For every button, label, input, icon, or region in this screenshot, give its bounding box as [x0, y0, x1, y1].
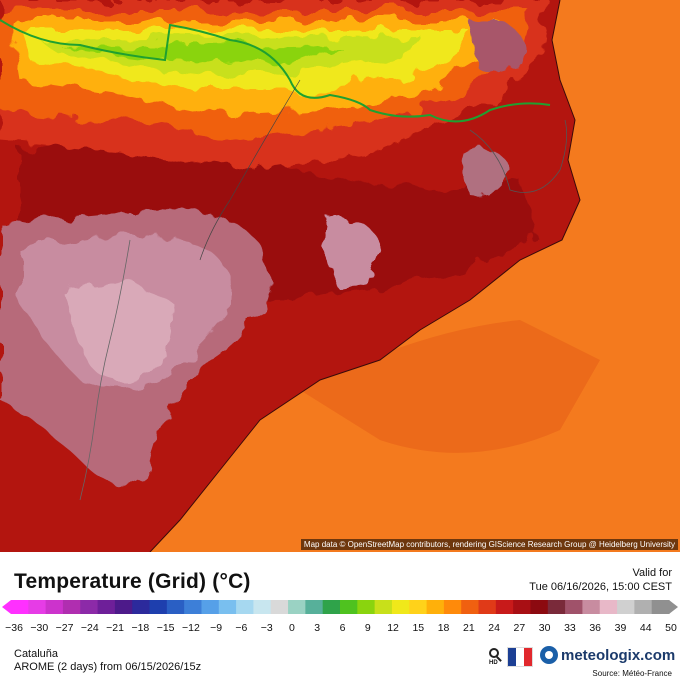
scale-swatch	[80, 600, 99, 614]
scale-swatch	[443, 600, 462, 614]
color-scale-ticks: −36 −30 −27 −24 −21 −18 −15 −12 −9 −6 −3 0 3 6 9 12 15 18…	[5, 622, 677, 636]
scale-swatch	[582, 600, 601, 614]
legend-panel: Temperature (Grid) (°C) Valid for Tue 06…	[0, 552, 680, 680]
scale-tick-label: 3	[314, 622, 321, 634]
scale-tick-label: −18	[131, 622, 150, 634]
scale-swatch	[409, 600, 428, 614]
scale-swatch	[651, 600, 670, 614]
sea-warm-patch	[300, 320, 600, 453]
country-border	[0, 19, 551, 123]
meteologix-logo-icon	[540, 646, 558, 664]
region-border	[79, 239, 131, 501]
scale-tick-label: 12	[387, 622, 399, 634]
scale-tick-label: 18	[437, 622, 450, 634]
scale-tick-label: 15	[412, 622, 425, 634]
legend-title: Temperature (Grid) (°C)	[14, 570, 251, 593]
scale-tick-label: −12	[181, 622, 200, 634]
scale-swatch	[530, 600, 549, 614]
scale-tick-label: 36	[589, 622, 602, 634]
scale-swatch	[340, 600, 358, 614]
scale-tick-label: −36	[5, 622, 23, 634]
scale-swatch	[357, 600, 376, 614]
scale-swatch	[28, 600, 47, 614]
province-border	[469, 119, 568, 193]
scale-tick-label: 9	[364, 622, 371, 634]
scale-swatch	[184, 600, 202, 614]
scale-swatch	[11, 600, 29, 614]
scale-swatch	[305, 600, 324, 614]
scale-swatch	[617, 600, 635, 614]
region-name: Cataluña	[14, 648, 59, 660]
brand-name: meteologix.com	[561, 646, 676, 664]
scale-swatch	[322, 600, 341, 614]
scale-arrow-right	[669, 600, 678, 614]
scale-swatch	[634, 600, 653, 614]
scale-tick-label: −3	[260, 622, 273, 634]
scale-swatch	[426, 600, 445, 614]
scale-tick-label: −9	[210, 622, 223, 634]
temperature-map[interactable]: Map data © OpenStreetMap contributors, r…	[0, 0, 680, 552]
scale-swatch	[374, 600, 393, 614]
meteologix-logo[interactable]: meteologix.com	[540, 646, 675, 664]
scale-tick-label: −6	[235, 622, 248, 634]
scale-tick-label: 24	[488, 622, 500, 634]
coastline	[149, 0, 581, 552]
temperature-map-canvas	[0, 0, 600, 552]
scale-swatch	[599, 600, 618, 614]
scale-swatch	[461, 600, 480, 614]
scale-tick-label: 30	[538, 622, 551, 634]
terrain-texture	[0, 0, 550, 485]
scale-swatch	[288, 600, 306, 614]
scale-swatch	[565, 600, 583, 614]
hd-zoom-icon[interactable]: HD	[488, 648, 502, 668]
scale-swatch	[166, 600, 185, 614]
scale-tick-label: 33	[564, 622, 576, 634]
scale-tick-label: −21	[106, 622, 124, 634]
scale-tick-label: 0	[289, 622, 295, 634]
scale-tick-label: 44	[639, 622, 652, 634]
scale-swatch	[45, 600, 64, 614]
scale-swatch	[391, 600, 410, 614]
scale-tick-label: −30	[30, 622, 49, 634]
color-scale-bar	[2, 600, 678, 614]
scale-swatch	[114, 600, 133, 614]
scale-swatch	[495, 600, 514, 614]
scale-swatch	[270, 600, 289, 614]
scale-swatch	[132, 600, 151, 614]
scale-tick-label: 27	[513, 622, 526, 634]
scale-arrow-left	[2, 600, 11, 614]
scale-tick-label: 6	[339, 622, 346, 634]
france-flag-icon	[507, 647, 533, 667]
scale-tick-label: 50	[665, 622, 677, 634]
scale-tick-label: 39	[614, 622, 627, 634]
scale-swatch	[236, 600, 254, 614]
scale-swatch	[149, 600, 168, 614]
scale-swatch	[218, 600, 237, 614]
scale-swatch	[253, 600, 272, 614]
model-run: AROME (2 days) from 06/15/2026/15z	[14, 661, 202, 673]
valid-for-label: Valid for	[632, 567, 672, 579]
scale-tick-label: −24	[80, 622, 99, 634]
scale-swatch	[513, 600, 531, 614]
scale-swatch	[201, 600, 220, 614]
scale-tick-label: −15	[156, 622, 175, 634]
scale-swatch	[62, 600, 81, 614]
scale-swatch	[547, 600, 566, 614]
scale-swatch	[97, 600, 116, 614]
valid-date: Tue 06/16/2026, 15:00 CEST	[529, 581, 672, 593]
map-attribution[interactable]: Map data © OpenStreetMap contributors, r…	[300, 539, 678, 550]
province-border-2	[199, 79, 301, 261]
data-source: Source: Météo-France	[592, 669, 672, 678]
scale-tick-label: −27	[55, 622, 74, 634]
scale-swatch	[478, 600, 497, 614]
scale-tick-label: 21	[463, 622, 475, 634]
